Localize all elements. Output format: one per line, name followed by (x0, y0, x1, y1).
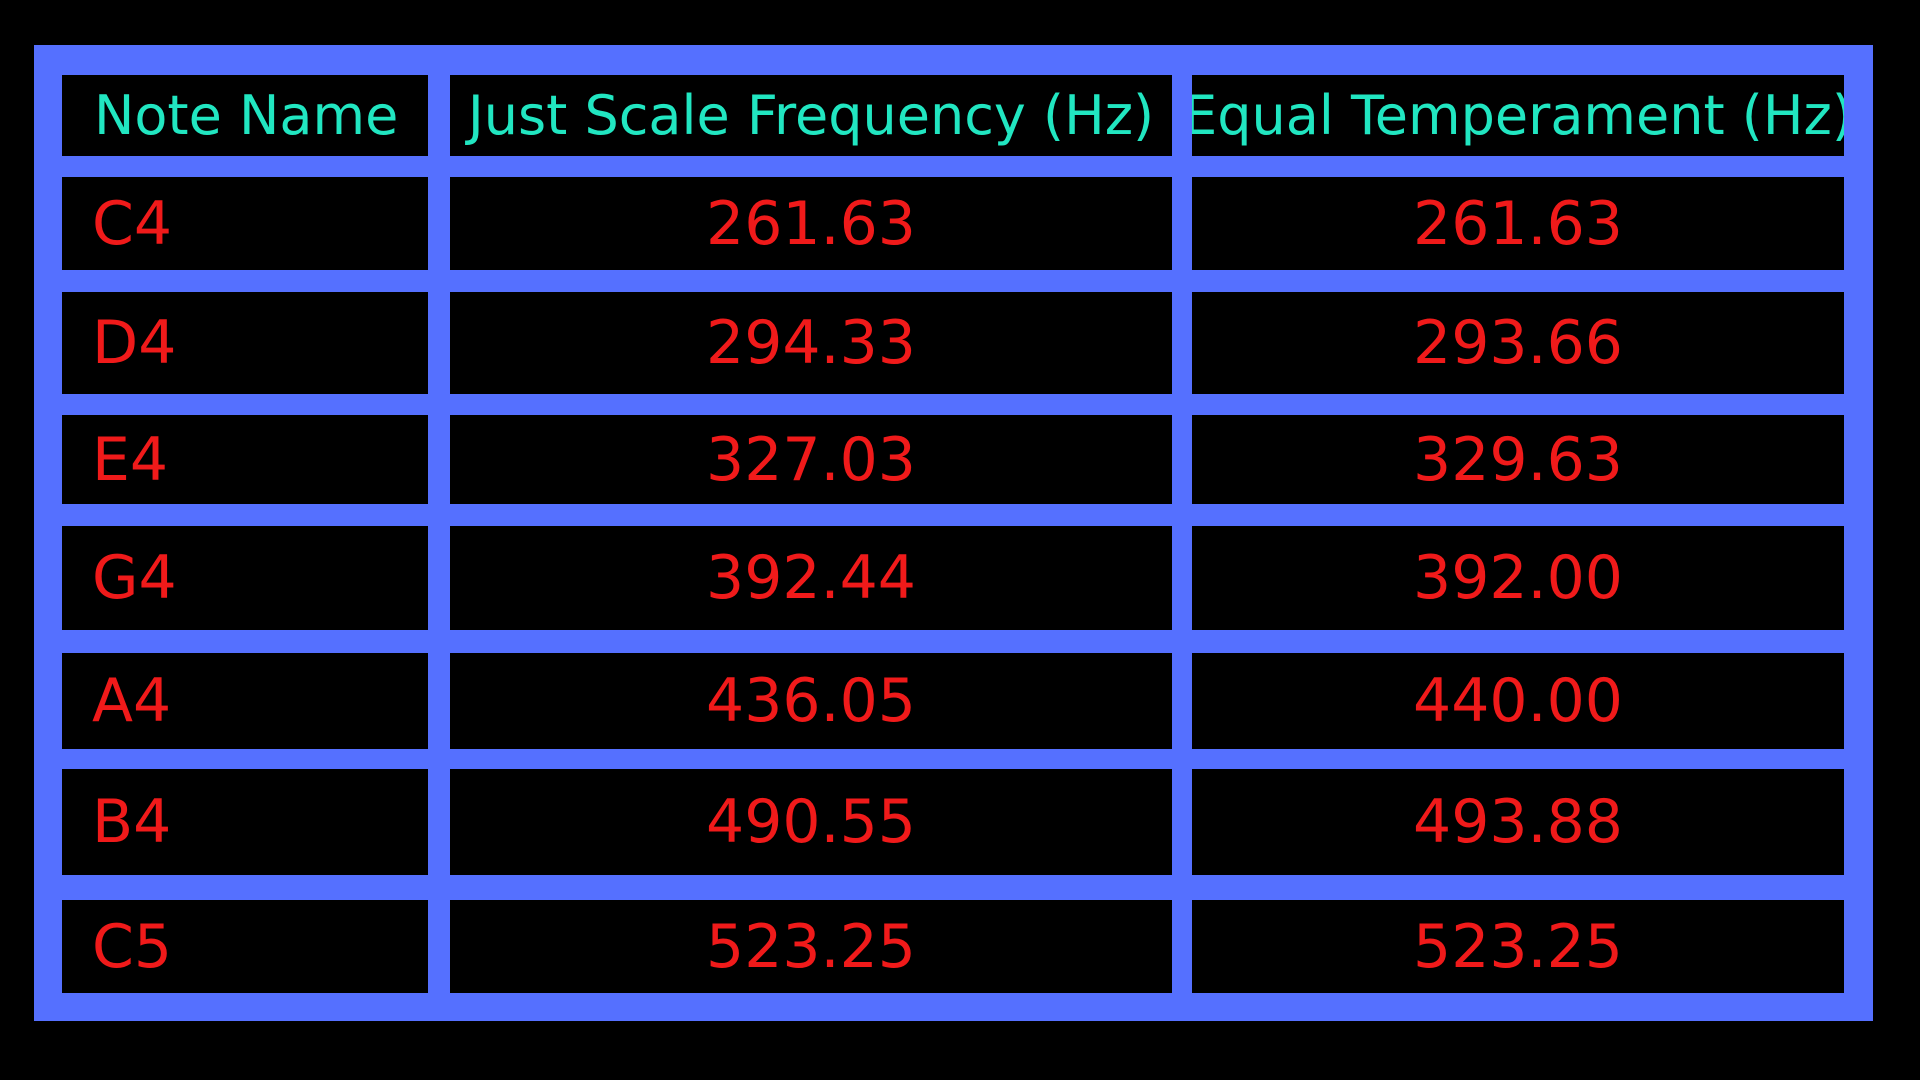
table-row-just-value: 436.05 (450, 653, 1172, 749)
header-note-name: Note Name (62, 75, 428, 156)
header-just-scale: Just Scale Frequency (Hz) (450, 75, 1172, 156)
table-row-equal-value: 440.00 (1192, 653, 1844, 749)
table-row-equal-value: 392.00 (1192, 526, 1844, 630)
table-row-equal-value: 293.66 (1192, 292, 1844, 394)
table-row-note: B4 (62, 769, 428, 875)
table-row-note: C4 (62, 177, 428, 270)
table-row-equal-value: 493.88 (1192, 769, 1844, 875)
table-row-note: E4 (62, 415, 428, 504)
table-row-note: D4 (62, 292, 428, 394)
table-row-just-value: 490.55 (450, 769, 1172, 875)
header-equal-temperament: Equal Temperament (Hz) (1192, 75, 1844, 156)
table-row-just-value: 261.63 (450, 177, 1172, 270)
table-row-note: C5 (62, 900, 428, 993)
table-row-just-value: 392.44 (450, 526, 1172, 630)
table-row-note: A4 (62, 653, 428, 749)
table-row-equal-value: 523.25 (1192, 900, 1844, 993)
frequency-table: Note Name Just Scale Frequency (Hz) Equa… (34, 45, 1873, 1021)
table-row-equal-value: 261.63 (1192, 177, 1844, 270)
table-row-note: G4 (62, 526, 428, 630)
table-row-equal-value: 329.63 (1192, 415, 1844, 504)
table-row-just-value: 327.03 (450, 415, 1172, 504)
table-row-just-value: 523.25 (450, 900, 1172, 993)
table-row-just-value: 294.33 (450, 292, 1172, 394)
